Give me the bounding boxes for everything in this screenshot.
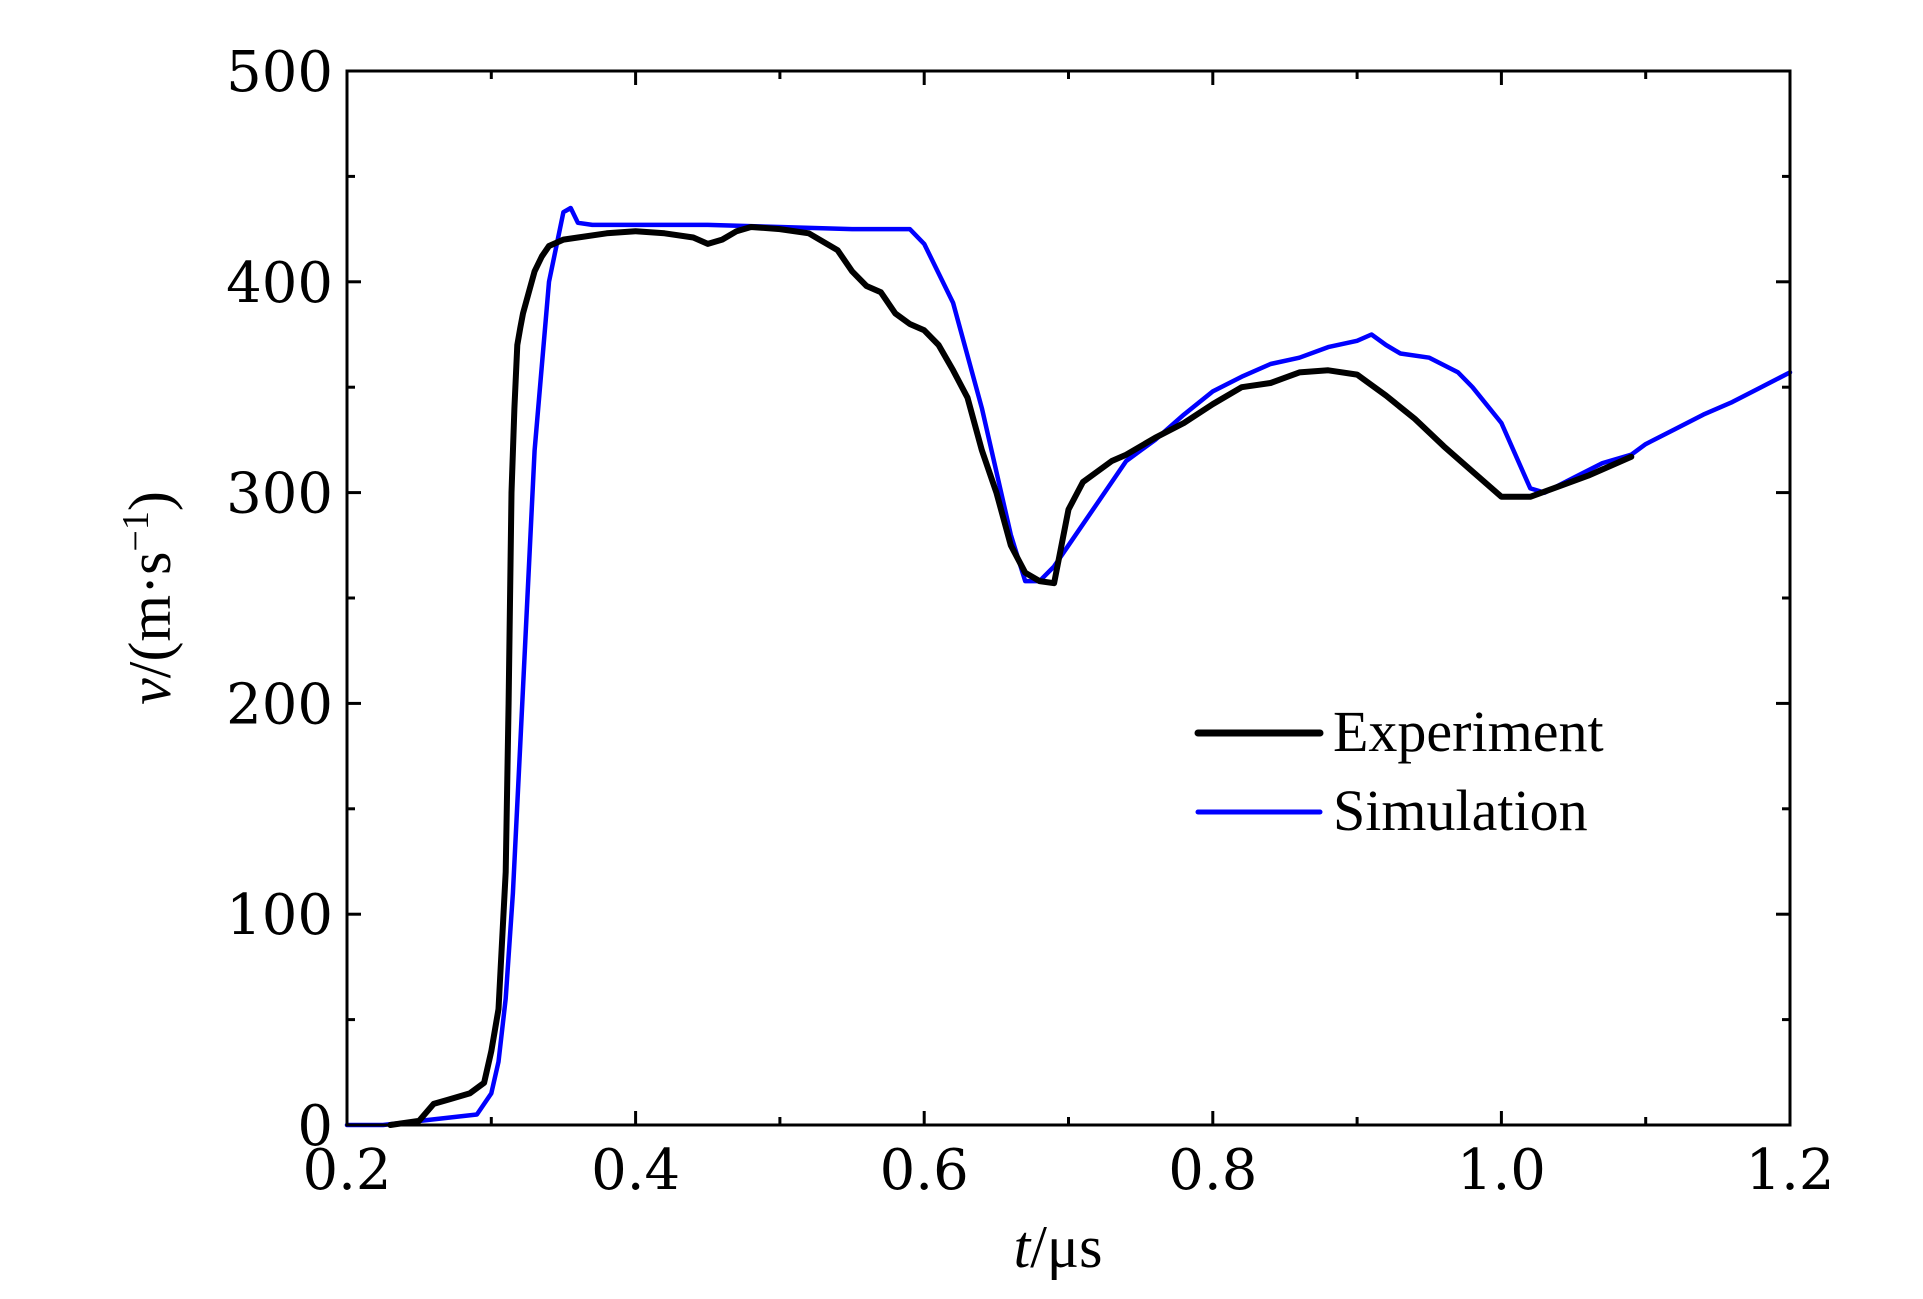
y-tick-label: 400	[226, 251, 333, 316]
x-tick-label: 0.8	[1168, 1138, 1257, 1203]
series-line-simulation	[344, 205, 1793, 1128]
tick-labels: 0.2 0.4 0.6 0.8 1.0 1.2 0 100 200 300 400 500	[226, 40, 1834, 1203]
x-tick-label: 0.6	[880, 1138, 969, 1203]
x-tick-label: 0.2	[302, 1138, 391, 1203]
legend: Experiment Simulation	[1194, 699, 1604, 843]
x-tick-label: 1.2	[1745, 1138, 1834, 1203]
axis-ticks	[345, 69, 1792, 1127]
y-tick-label: 200	[226, 672, 333, 737]
x-tick-label: 0.4	[591, 1138, 680, 1203]
x-tick-label: 1.0	[1457, 1138, 1546, 1203]
y-axis-label-unit: /(m·s	[117, 552, 183, 679]
x-axis-label-unit: /μs	[1030, 1214, 1102, 1280]
plot-frame	[345, 69, 1792, 1127]
y-axis-label-var: v	[117, 678, 183, 705]
y-tick-label: 300	[226, 462, 333, 527]
y-tick-label: 100	[226, 883, 333, 948]
legend-label-experiment: Experiment	[1333, 699, 1604, 764]
series-lines	[344, 205, 1793, 1128]
x-axis-label: t/μs	[1014, 1214, 1103, 1280]
x-axis-label-var: t	[1014, 1214, 1032, 1280]
y-tick-label: 500	[226, 40, 333, 105]
y-tick-label: 0	[297, 1094, 333, 1159]
y-axis-label-close: )	[117, 491, 183, 511]
y-axis-label: v/(m·s−1)	[115, 491, 183, 705]
series-line-experiment	[387, 224, 1635, 1128]
legend-label-simulation: Simulation	[1333, 778, 1588, 843]
y-axis-label-sup: −1	[115, 511, 157, 551]
